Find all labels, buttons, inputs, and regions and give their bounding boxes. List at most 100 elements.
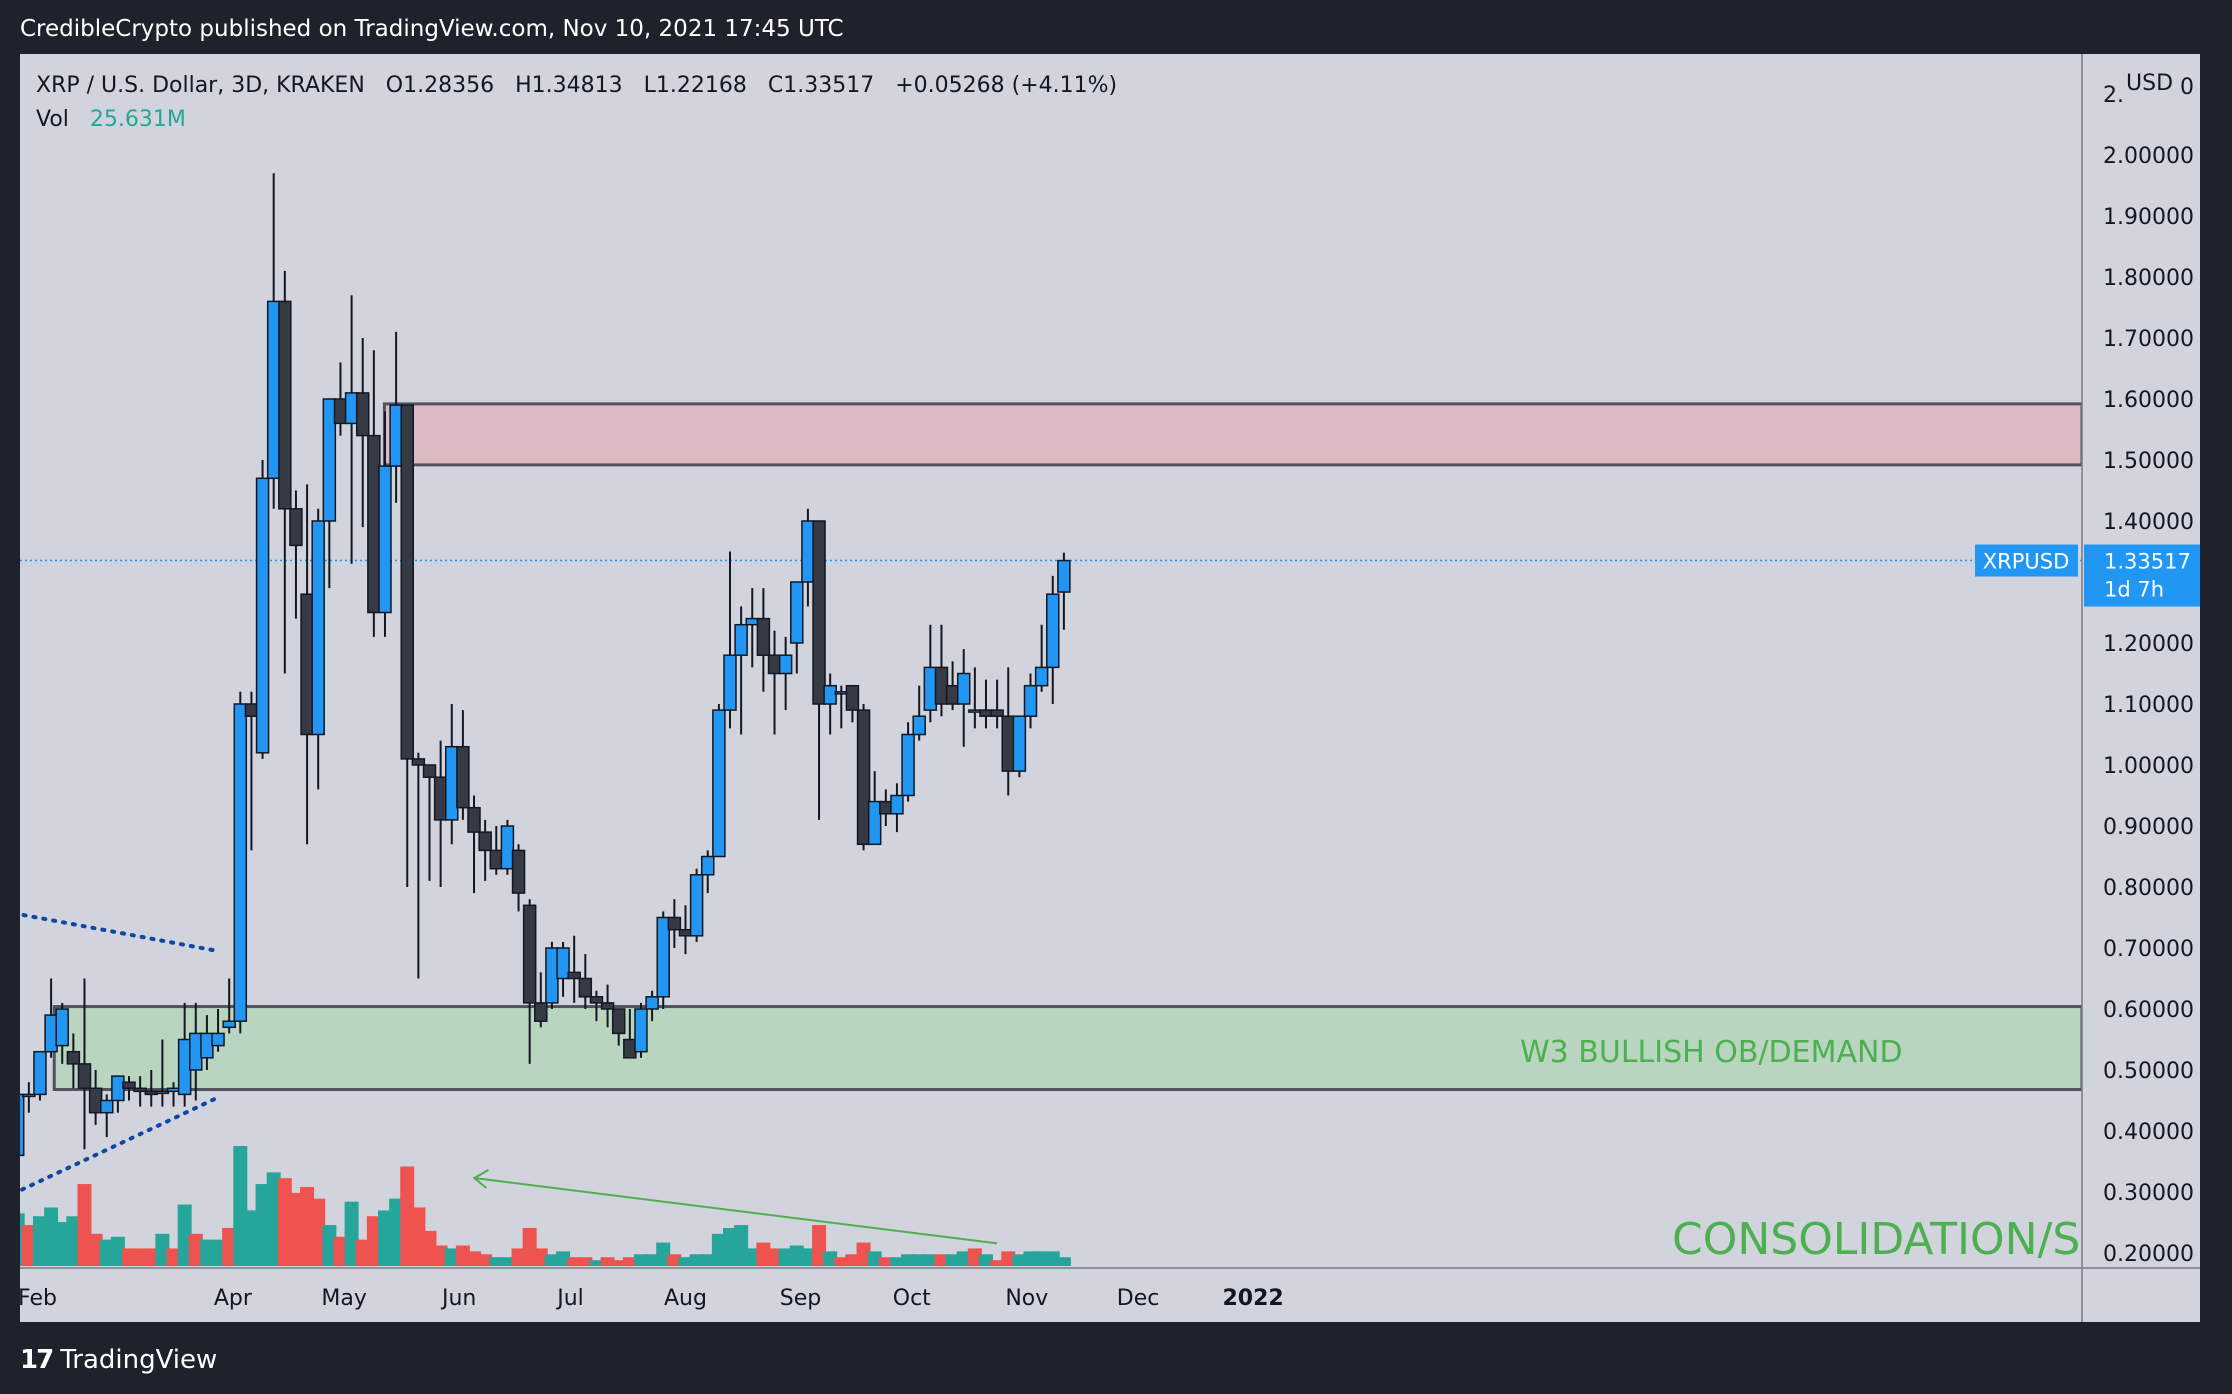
legend-close: 1.33517 xyxy=(783,73,874,98)
candle-body xyxy=(589,996,604,1004)
volume-bar xyxy=(544,1254,559,1266)
demand-zone-label: W3 BULLISH OB/DEMAND xyxy=(1520,1035,1903,1070)
volume-bar xyxy=(322,1225,337,1266)
candle-body xyxy=(801,520,815,583)
volume-bar xyxy=(856,1242,871,1266)
volume-bar xyxy=(489,1257,504,1266)
candle-body xyxy=(133,1087,147,1093)
x-tick-label: Oct xyxy=(893,1286,931,1311)
volume-bar xyxy=(1012,1254,1027,1266)
y-tick-label: 1.80000 xyxy=(2103,266,2194,291)
footer-brand-text: TradingView xyxy=(60,1345,218,1375)
volume-bar xyxy=(645,1254,660,1266)
legend-layer: XRP / U.S. Dollar, 3D, KRAKEN O1.28356 H… xyxy=(36,73,1117,132)
candle-body xyxy=(979,709,993,717)
volume-bar xyxy=(422,1230,437,1266)
candle-body xyxy=(778,654,793,675)
volume-bar xyxy=(266,1172,281,1266)
candle-body xyxy=(88,1087,103,1114)
volume-bar xyxy=(344,1201,359,1266)
volume-bar xyxy=(778,1248,793,1266)
candle-body xyxy=(322,398,337,522)
candle-body xyxy=(244,703,259,717)
candle-body xyxy=(66,1050,81,1065)
legend-vol-value: 25.631M xyxy=(90,107,186,132)
volume-bar xyxy=(333,1236,348,1266)
candle-body xyxy=(567,971,581,980)
candle-body xyxy=(934,666,949,705)
candle-body xyxy=(734,623,748,656)
legend-symbol: XRP / U.S. Dollar, 3D, KRAKEN xyxy=(36,73,365,98)
volume-bar xyxy=(901,1254,916,1266)
volume-bar xyxy=(166,1248,181,1266)
y-tick-label: 0.40000 xyxy=(2103,1120,2194,1145)
volume-bar xyxy=(845,1254,860,1266)
volume-bar xyxy=(133,1248,148,1266)
upper-dotted-trendline xyxy=(20,912,221,954)
candle-body xyxy=(300,593,314,736)
candle-body xyxy=(823,684,837,705)
volume-bar xyxy=(478,1254,493,1266)
candle-body xyxy=(623,1038,637,1059)
y-tick-label: 0.70000 xyxy=(2103,937,2194,962)
footer-brand[interactable]: 17 TradingView xyxy=(20,1340,217,1380)
y-tick-label: 1.40000 xyxy=(2103,510,2194,535)
x-tick-label: Jul xyxy=(555,1286,584,1311)
y-tick-partial-suffix: 0 xyxy=(2180,75,2194,100)
candle-body xyxy=(667,916,682,931)
legend-line: XRP / U.S. Dollar, 3D, KRAKEN O1.28356 H… xyxy=(36,73,1117,98)
volume-bar xyxy=(878,1257,893,1266)
volume-bar xyxy=(633,1254,648,1266)
price-tag-value: 1.33517 xyxy=(2104,550,2191,574)
volume-bar xyxy=(600,1257,615,1266)
candle-body xyxy=(456,745,470,809)
volume-bar xyxy=(88,1233,103,1266)
chart-frame[interactable]: W3 BULLISH OB/DEMAND CONSOLIDATION/SU 2.… xyxy=(20,54,2200,1322)
y-tick-label: 0.50000 xyxy=(2103,1059,2194,1084)
y-tick-label: 1.60000 xyxy=(2103,388,2194,413)
candle-body xyxy=(723,654,737,711)
candle-body xyxy=(33,1050,47,1096)
trendlines-layer xyxy=(20,559,2082,1193)
volume-bar xyxy=(967,1248,982,1266)
volume-bar xyxy=(522,1227,537,1266)
candle-body xyxy=(211,1032,225,1047)
price-axis-bg xyxy=(2082,54,2200,1322)
volume-bar xyxy=(177,1204,192,1266)
volume-bar xyxy=(1034,1251,1049,1266)
candle-body xyxy=(1057,559,1071,593)
candle-body xyxy=(856,709,871,846)
volume-bar xyxy=(1056,1257,1071,1266)
candle-body xyxy=(912,715,926,736)
legend-o-label: O xyxy=(386,73,403,98)
candle-body xyxy=(700,855,715,876)
volume-bar xyxy=(889,1257,904,1266)
y-tick-label: 0.60000 xyxy=(2103,998,2194,1023)
legend-open: 1.28356 xyxy=(403,73,494,98)
volume-bar xyxy=(1023,1251,1038,1266)
y-tick-label: 1.50000 xyxy=(2103,449,2194,474)
candle-body xyxy=(433,776,448,821)
candle-body xyxy=(745,617,760,626)
volume-bar xyxy=(1001,1251,1016,1266)
candle-body xyxy=(411,758,426,766)
volume-bar xyxy=(611,1260,626,1266)
candle-body xyxy=(489,849,504,870)
candle-body xyxy=(166,1087,181,1093)
candle-body xyxy=(355,392,370,437)
zones-layer: W3 BULLISH OB/DEMAND xyxy=(52,402,2084,1092)
candle-body xyxy=(378,465,392,614)
candle-body xyxy=(901,733,915,797)
y-tick-label: 0.90000 xyxy=(2103,815,2194,840)
candle-body xyxy=(990,709,1004,717)
volume-bar xyxy=(233,1146,248,1266)
volume-bar xyxy=(867,1251,882,1266)
candle-body xyxy=(867,800,882,846)
candle-body xyxy=(845,684,860,711)
volume-bar xyxy=(44,1207,59,1266)
price-chart[interactable]: W3 BULLISH OB/DEMAND CONSOLIDATION/SU 2.… xyxy=(20,54,2200,1322)
candle-body xyxy=(678,928,693,937)
volume-bar xyxy=(500,1257,515,1266)
volume-divergence-arrowhead xyxy=(472,1169,489,1189)
volume-bar xyxy=(533,1248,548,1266)
